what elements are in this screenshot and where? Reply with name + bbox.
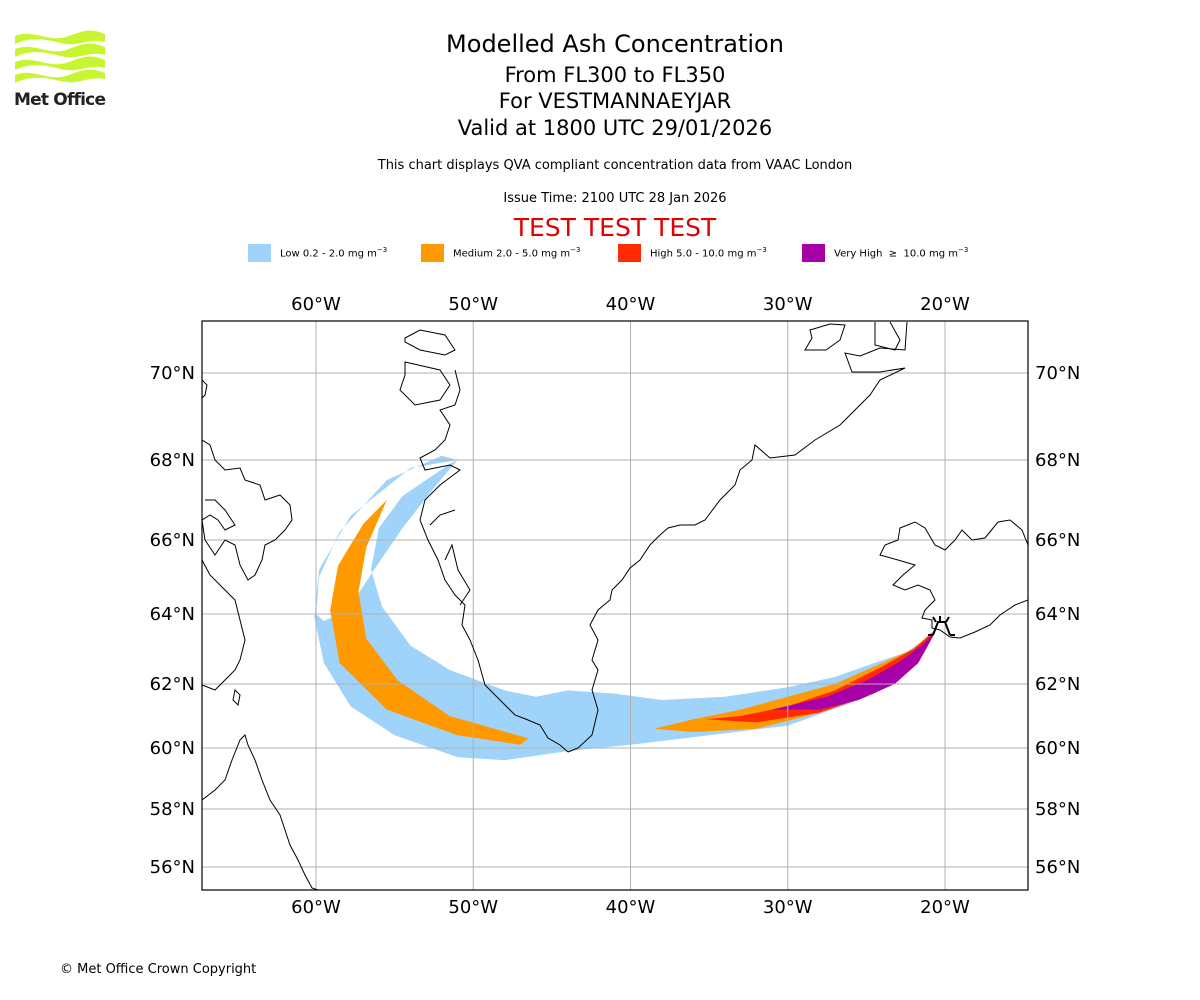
- graticule: [202, 321, 1028, 890]
- coastline-greenland-fjords: [429, 509, 471, 606]
- lat-tick-label-left: 62°N: [150, 674, 195, 695]
- lat-tick-label-left: 68°N: [150, 450, 195, 471]
- legend-swatch-very-high: [802, 244, 825, 262]
- legend-unit-exp: −3: [376, 246, 388, 254]
- coastline-greenland-west: [399, 329, 569, 753]
- flight-levels: From FL300 to FL350: [504, 63, 726, 87]
- copyright: © Met Office Crown Copyright: [60, 962, 257, 977]
- met-office-logo: Met Office: [14, 30, 106, 112]
- lon-tick-label-top: 20°W: [920, 294, 970, 315]
- coastline-islands-west: [202, 379, 241, 707]
- coastline-greenland-islands: [804, 321, 901, 351]
- legend-unit-exp: −3: [756, 246, 767, 254]
- subtitle: This chart displays QVA compliant concen…: [377, 158, 853, 173]
- valid-time: Valid at 1800 UTC 29/01/2026: [457, 116, 773, 140]
- lon-tick-label-bottom: 50°W: [448, 897, 498, 918]
- lat-tick-label-right: 60°N: [1035, 738, 1080, 759]
- logo-text: Met Office: [14, 90, 106, 110]
- legend-label-medium: Medium 2.0 - 5.0 mg m: [453, 248, 571, 260]
- lon-tick-label-top: 50°W: [448, 294, 498, 315]
- lat-tick-label-left: 56°N: [150, 857, 195, 878]
- legend-label-very-high: Very High ≥ 10.0 mg m: [834, 248, 958, 260]
- coastline-labrador-north: [202, 559, 246, 691]
- legend-unit-exp: −3: [570, 246, 581, 254]
- coastline-baffin: [202, 439, 293, 581]
- lat-tick-label-right: 64°N: [1035, 604, 1080, 625]
- lon-tick-label-top: 30°W: [763, 294, 813, 315]
- lon-tick-label-bottom: 40°W: [606, 897, 656, 918]
- axis-labels: 60°W 60°W 50°W 50°W 40°W 40°W 30°W 30°W 20°W 20°W…: [150, 294, 1081, 918]
- legend-swatch-high: [618, 244, 641, 262]
- legend-label-low: Low 0.2 - 2.0 mg m: [280, 248, 377, 260]
- lon-tick-label-bottom: 30°W: [763, 897, 813, 918]
- lon-tick-label-top: 40°W: [606, 294, 656, 315]
- lat-tick-label-right: 70°N: [1035, 363, 1080, 384]
- lon-tick-label-bottom: 20°W: [920, 897, 970, 918]
- lat-tick-label-left: 60°N: [150, 738, 195, 759]
- lat-tick-label-left: 64°N: [150, 604, 195, 625]
- legend-swatch-medium: [421, 244, 444, 262]
- lat-tick-label-left: 70°N: [150, 363, 195, 384]
- volcano-name: For VESTMANNAEYJAR: [498, 89, 732, 113]
- lon-tick-label-top: 60°W: [291, 294, 341, 315]
- issue-time: Issue Time: 2100 UTC 28 Jan 2026: [503, 191, 727, 206]
- legend-swatch-low: [248, 244, 271, 262]
- coastline-labrador: [202, 734, 319, 890]
- test-banner: TEST TEST TEST: [513, 213, 717, 242]
- lat-tick-label-right: 68°N: [1035, 450, 1080, 471]
- volcano-icon: [928, 616, 955, 636]
- map-frame: [201, 320, 1029, 891]
- chart-title: Modelled Ash Concentration: [446, 30, 784, 58]
- coastline-iceland: [879, 519, 1028, 639]
- lon-tick-label-bottom: 60°W: [291, 897, 341, 918]
- coastlines: [202, 321, 1028, 890]
- lat-tick-label-right: 58°N: [1035, 799, 1080, 820]
- lat-tick-label-right: 62°N: [1035, 674, 1080, 695]
- lat-tick-label-left: 66°N: [150, 530, 195, 551]
- ash-layer: [314, 455, 938, 761]
- ash-polygon-very_high: [772, 631, 936, 710]
- waves-icon: [15, 30, 105, 83]
- lat-tick-label-left: 58°N: [150, 799, 195, 820]
- coastline-greenland-east: [567, 321, 908, 753]
- lat-tick-label-right: 66°N: [1035, 530, 1080, 551]
- legend-unit-exp: −3: [957, 246, 969, 254]
- legend-label-high: High 5.0 - 10.0 mg m: [650, 248, 757, 260]
- lat-tick-label-right: 56°N: [1035, 857, 1080, 878]
